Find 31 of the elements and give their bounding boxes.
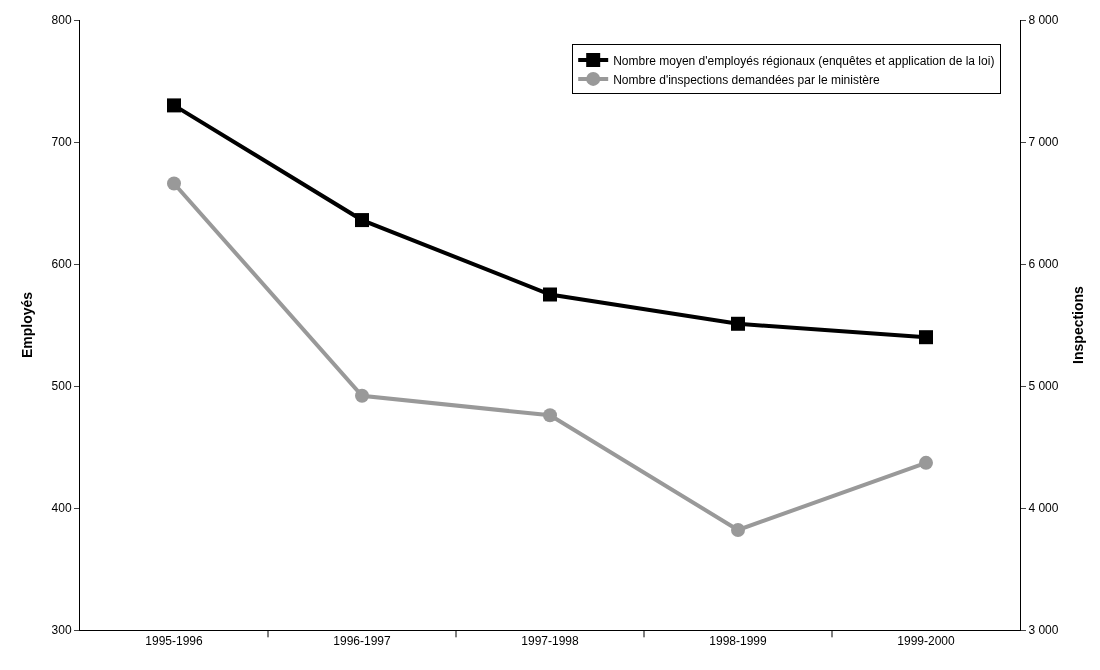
point xyxy=(167,98,181,113)
y2-tick-label: 6 000 xyxy=(1028,257,1059,272)
y2-tick-label: 7 000 xyxy=(1028,135,1059,150)
y-tick-label: 500 xyxy=(51,379,72,394)
point xyxy=(167,176,181,191)
y2-tick-label: 4 000 xyxy=(1028,501,1059,516)
y2-tick-label: 8 000 xyxy=(1028,13,1059,28)
legend-label: Nombre moyen d'employés régionaux (enquêtes et application de la loi) xyxy=(613,53,995,68)
legend-label: Nombre d'inspections demandées par le ministère xyxy=(613,72,880,87)
point xyxy=(543,408,557,423)
x-tick-label: 1995-1996 xyxy=(145,634,204,649)
x-tick-label: 1998-1999 xyxy=(709,634,768,649)
y2-axis-title: Inspections xyxy=(1070,285,1087,364)
point xyxy=(731,316,745,331)
point xyxy=(731,522,745,537)
point xyxy=(543,287,557,302)
point xyxy=(919,455,933,470)
point xyxy=(355,213,369,228)
y2-tick-label: 3 000 xyxy=(1028,623,1059,638)
point xyxy=(355,388,369,403)
y-axis-title: Employés xyxy=(19,291,36,359)
x-tick-label: 1999-2000 xyxy=(897,634,956,649)
y-tick-label: 600 xyxy=(51,257,72,272)
y2-tick-label: 5 000 xyxy=(1028,379,1059,394)
y-tick-label: 300 xyxy=(51,623,72,638)
y-tick-label: 400 xyxy=(51,501,72,516)
point xyxy=(919,330,933,345)
x-tick-label: 1996-1997 xyxy=(333,634,392,649)
y-tick-label: 800 xyxy=(51,13,72,28)
y-tick-label: 700 xyxy=(51,135,72,150)
x-tick-label: 1997-1998 xyxy=(521,634,580,649)
